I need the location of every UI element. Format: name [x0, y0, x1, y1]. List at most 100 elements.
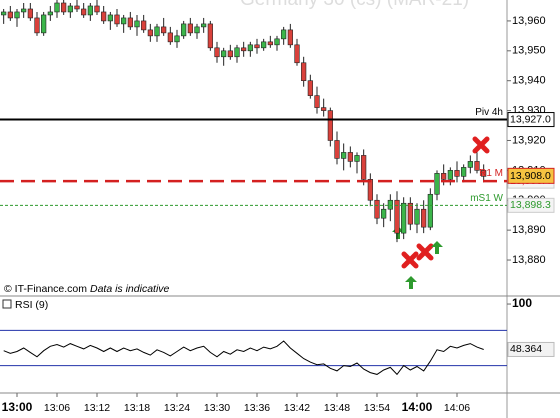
level-label-box	[507, 197, 555, 213]
candle-body	[254, 44, 260, 49]
candle-body	[127, 17, 133, 28]
candle-body	[247, 44, 253, 52]
candle-body	[381, 208, 387, 219]
level-name: R1 M	[479, 168, 503, 179]
candle-body	[34, 17, 40, 34]
signals	[392, 136, 490, 289]
candle-body	[467, 161, 473, 168]
candle-body	[274, 38, 280, 46]
x-tick-label: 13:30	[204, 402, 230, 414]
candle-body	[294, 44, 300, 64]
candle-body	[21, 8, 27, 13]
candle-body	[327, 110, 333, 141]
candle-body	[394, 199, 400, 234]
x-tick-label: 13:42	[284, 402, 310, 414]
candle-body	[261, 41, 267, 49]
candle-body	[454, 170, 460, 177]
y-tick-label: 13,920	[512, 134, 546, 146]
note: Data is indicative	[90, 283, 170, 295]
candle-body	[214, 47, 220, 58]
candle-body	[81, 8, 87, 16]
buy-signal	[405, 276, 417, 289]
candle-body	[134, 20, 140, 28]
candle-body	[407, 202, 413, 225]
level-name: mS1 W	[470, 193, 503, 204]
candles	[1, 0, 487, 243]
last-price-label: 13,908.0	[510, 170, 551, 182]
y-tick-label: 13,940	[512, 75, 546, 87]
candle-body	[47, 11, 53, 16]
candle-body	[114, 14, 120, 25]
rsi-line	[3, 340, 484, 376]
sell-signal	[416, 243, 434, 261]
x-tick-label: 14:00	[402, 400, 433, 414]
candle-body	[101, 11, 107, 22]
candle-body	[194, 26, 200, 34]
candle-body	[267, 41, 273, 46]
candle-body	[14, 11, 20, 19]
candle-body	[234, 47, 240, 58]
candle-body	[27, 8, 33, 19]
candle-body	[281, 29, 287, 40]
rsi-value-box	[507, 341, 555, 357]
y-tick-label: 13,950	[512, 45, 546, 57]
y-tick-label: 100	[512, 296, 532, 310]
candle-body	[307, 80, 313, 96]
candle-body	[301, 62, 307, 81]
candle-body	[461, 167, 467, 177]
candle-body	[201, 23, 207, 28]
candle-body	[354, 155, 360, 162]
candle-body	[1, 11, 7, 16]
sell-signal	[472, 136, 490, 154]
candle-body	[387, 199, 393, 210]
candle-body	[321, 107, 327, 111]
candle-body	[474, 161, 480, 171]
candle-body	[227, 50, 233, 58]
candle-body	[334, 140, 340, 159]
candle-body	[421, 208, 427, 228]
candle-body	[374, 199, 380, 219]
candle-body	[367, 179, 373, 201]
x-tick-label: 13:54	[364, 402, 390, 414]
candle-body	[361, 155, 367, 180]
candle-body	[167, 32, 173, 43]
candle-body	[441, 173, 447, 180]
candle-body	[187, 23, 193, 34]
indicator-icon	[2, 299, 12, 309]
x-tick-label: 13:48	[324, 402, 350, 414]
candle-body	[414, 208, 420, 225]
x-tick-label: 13:24	[164, 402, 190, 414]
candle-body	[141, 20, 147, 31]
level-label: 13,927.0	[510, 113, 551, 125]
candle-body	[314, 95, 320, 108]
candle-body	[41, 14, 47, 34]
candle-body	[207, 23, 213, 49]
candle-body	[174, 35, 180, 43]
candle-body	[161, 26, 167, 34]
x-tick-label: 13:00	[2, 400, 33, 414]
sell-signal	[401, 251, 419, 269]
indicator-title: RSI (9)	[15, 299, 48, 311]
candle-body	[54, 2, 60, 13]
candle-body	[94, 5, 100, 13]
candle-body	[481, 170, 487, 177]
y-tick-label: 13,890	[512, 224, 546, 236]
x-tick-label: 13:36	[244, 402, 270, 414]
x-tick-label: 13:12	[84, 402, 110, 414]
candle-body	[121, 17, 127, 25]
x-tick-label: 13:18	[124, 402, 150, 414]
candle-body	[87, 5, 93, 16]
level-label: 13,898.3	[510, 199, 551, 211]
candle-body	[287, 29, 293, 46]
candle-body	[241, 47, 247, 52]
candle-body	[67, 5, 73, 13]
candle-body	[107, 14, 113, 22]
candle-body	[434, 173, 440, 195]
x-tick-label: 14:06	[444, 402, 470, 414]
footer: © IT-Finance.com	[4, 283, 87, 295]
rsi-value-label: 48.364	[510, 343, 542, 355]
y-tick-label: 13,880	[512, 254, 546, 266]
last-price-box	[507, 167, 555, 184]
